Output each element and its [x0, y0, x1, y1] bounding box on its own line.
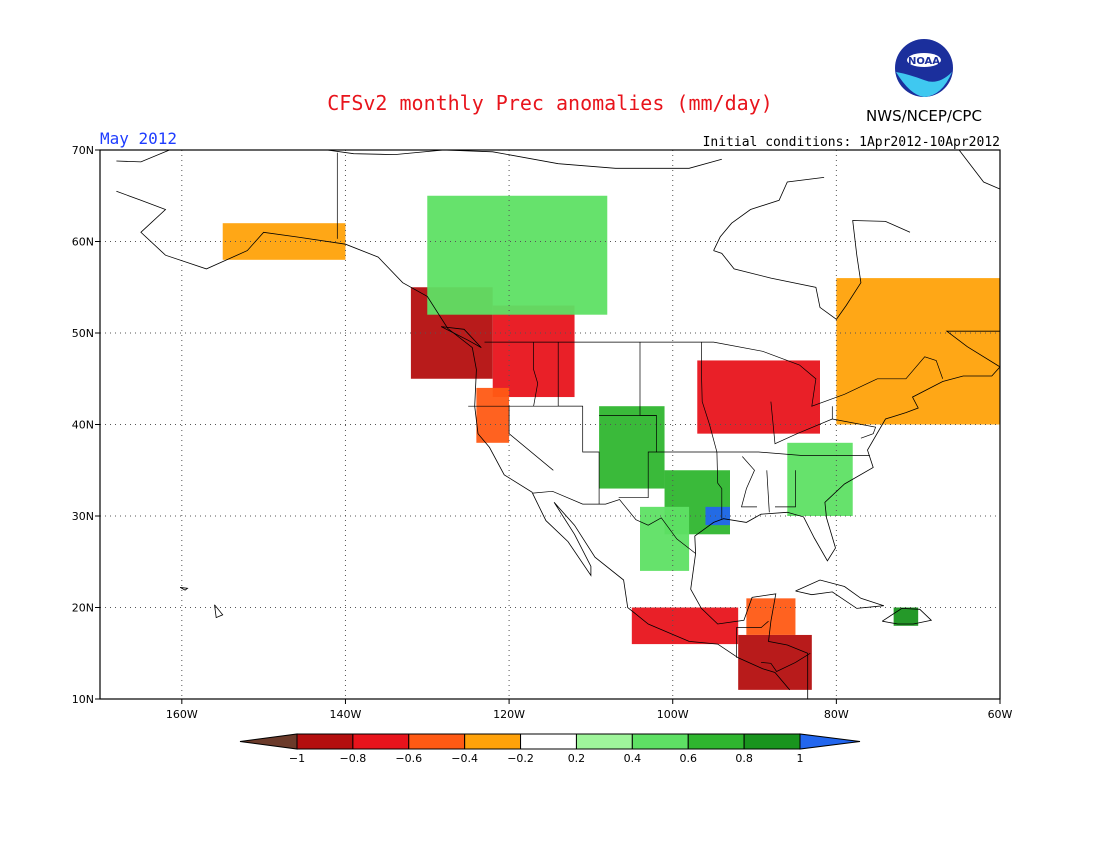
lat-tick-label: 70N	[72, 144, 94, 157]
coastline	[881, 607, 933, 625]
anomaly-region	[787, 442, 853, 516]
colorbar-label: 1	[797, 752, 804, 765]
colorbar-swatch	[743, 733, 801, 750]
colorbar-swatch	[575, 733, 633, 750]
coastlines-borders	[116, 150, 1060, 699]
colorbar-label: −1	[289, 752, 305, 765]
lon-ticks: 160W 140W 120W 100W 80W 60W	[166, 699, 1013, 721]
lat-tick-label: 10N	[72, 693, 94, 706]
lat-tick-label: 20N	[72, 602, 94, 615]
political-border	[770, 401, 833, 445]
political-border	[766, 470, 770, 513]
colorbar: −1 −0.8 −0.6 −0.4 −0.2 0.2 0.4 0.6 0.8 1	[239, 733, 861, 765]
lat-tick-label: 30N	[72, 510, 94, 523]
anomaly-region	[836, 278, 1000, 425]
lon-tick-label: 140W	[330, 708, 362, 721]
political-border	[775, 470, 796, 508]
colorbar-label: 0.8	[735, 752, 753, 765]
lat-tick-label: 50N	[72, 327, 94, 340]
initial-conditions: Initial conditions: 1Apr2012-10Apr2012	[703, 135, 1000, 150]
chart-title: CFSv2 monthly Prec anomalies (mm/day)	[327, 91, 773, 115]
colorbar-swatch	[631, 733, 689, 750]
anomaly-region	[746, 598, 796, 635]
colorbar-label: −0.6	[395, 752, 422, 765]
colorbar-swatch	[296, 733, 354, 750]
lon-tick-label: 160W	[166, 708, 198, 721]
political-border	[736, 620, 769, 658]
anomaly-cells	[222, 195, 1000, 690]
colorbar-swatch	[520, 733, 577, 750]
political-border	[701, 342, 723, 519]
political-border	[656, 451, 870, 456]
political-border	[533, 342, 539, 407]
anomaly-region	[640, 506, 690, 571]
anomaly-region	[427, 195, 608, 315]
political-border	[508, 406, 554, 471]
lat-ticks: 70N 60N 50N 40N 30N 20N 10N	[72, 144, 100, 706]
colorbar-label: 0.4	[624, 752, 642, 765]
valid-month: May 2012	[100, 129, 177, 148]
coastline	[690, 330, 1000, 699]
colorbar-swatch	[464, 733, 522, 750]
political-border	[741, 456, 757, 508]
colorbar-label: −0.4	[451, 752, 478, 765]
political-border	[761, 653, 811, 672]
anomaly-region	[893, 607, 919, 626]
colorbar-low-extension	[239, 733, 298, 750]
coastline	[116, 190, 791, 691]
coastline	[1006, 319, 1060, 360]
political-border	[484, 341, 944, 407]
colorbar-swatch	[687, 733, 745, 750]
anomaly-region	[738, 634, 812, 690]
political-border	[557, 342, 600, 505]
coastline	[958, 150, 1000, 190]
lon-tick-label: 60W	[988, 708, 1013, 721]
coastline	[180, 587, 189, 591]
lon-tick-label: 100W	[657, 708, 689, 721]
anomaly-region	[599, 406, 665, 489]
coastline	[214, 604, 224, 619]
lon-tick-label: 80W	[824, 708, 849, 721]
anomaly-region	[631, 607, 739, 645]
coastline	[713, 220, 911, 320]
colorbar-label: 0.6	[679, 752, 697, 765]
political-border	[832, 418, 877, 439]
coastline	[116, 150, 722, 169]
lat-lon-grid	[100, 150, 1000, 699]
lat-tick-label: 40N	[72, 419, 94, 432]
coastline	[713, 177, 825, 251]
noaa-logo: NOAA	[895, 39, 953, 97]
anomaly-region	[476, 387, 510, 443]
colorbar-high-extension	[799, 733, 861, 750]
colorbar-label: −0.2	[507, 752, 534, 765]
political-border	[532, 490, 696, 554]
coastline	[441, 326, 482, 348]
colorbar-label: −0.8	[340, 752, 367, 765]
lat-tick-label: 60N	[72, 236, 94, 249]
anomaly-region	[705, 506, 730, 526]
colorbar-label: 0.2	[568, 752, 586, 765]
coastline	[795, 579, 884, 609]
logo-text: NOAA	[908, 56, 940, 67]
colorbar-swatch	[352, 733, 410, 750]
lon-tick-label: 120W	[493, 708, 525, 721]
anomaly-region	[697, 360, 820, 434]
agency-label: NWS/NCEP/CPC	[866, 107, 982, 125]
colorbar-swatch	[408, 733, 466, 750]
map-panel	[99, 149, 1060, 700]
